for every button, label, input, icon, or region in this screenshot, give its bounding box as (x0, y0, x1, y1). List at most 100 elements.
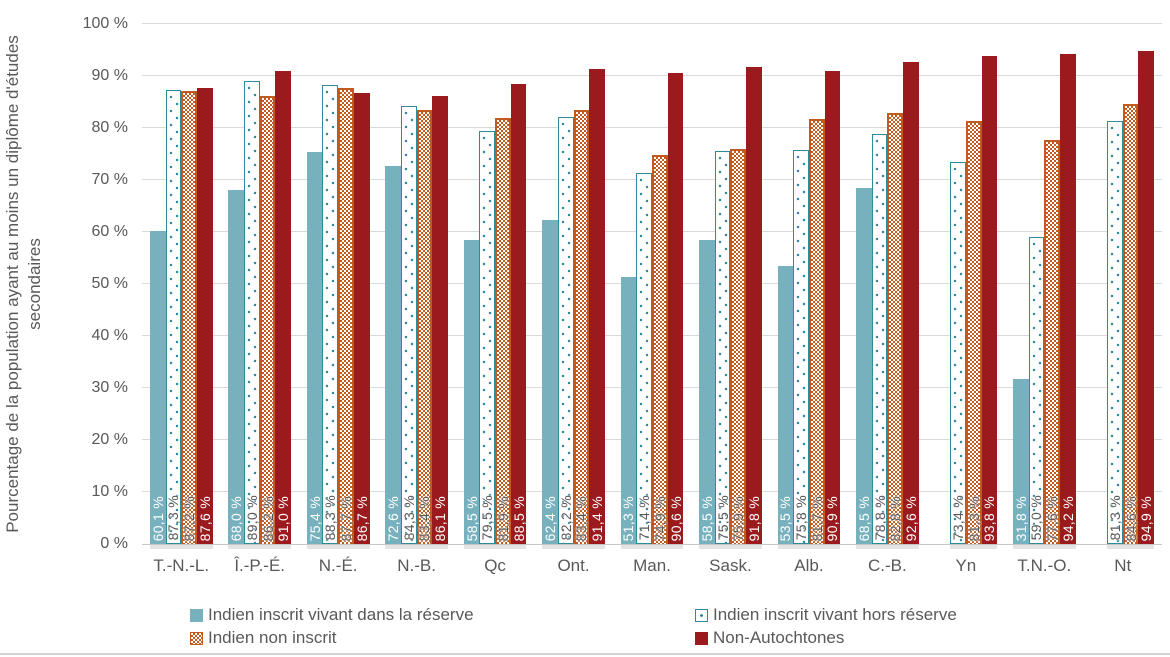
bar-value-label: 91,4 % (589, 495, 606, 541)
bar-value-label: 88,5 % (510, 495, 527, 541)
x-category-label-T.-N.-L.: T.-N.-L. (153, 556, 210, 575)
x-category-label-Yn: Yn (955, 556, 977, 575)
bar-C.-B.-series2: 78,8 % (872, 134, 888, 544)
bar-Î.-P.-É.-series2: 89,0 % (244, 81, 260, 544)
bar-value-label: 81,3 % (965, 495, 982, 541)
legend-swatch-off-reserve (695, 608, 708, 622)
bar-group-Ont.: 62,4 % 82,2 % 83,4 % 91,4 % (534, 24, 612, 549)
y-tick-label-90: 90 % (91, 67, 128, 84)
bar-C.-B.-series4: 92,6 % (903, 62, 919, 544)
y-tick-label-50: 50 % (91, 275, 128, 292)
bar-group-shadow (542, 545, 605, 549)
bar-value-label: 71,4 % (636, 494, 653, 540)
y-tick-label-10: 10 % (91, 483, 128, 500)
x-category-label-Ont.: Ont. (557, 556, 590, 575)
bar-Qc-series4: 88,5 % (510, 83, 527, 544)
bar-Ont.-series1: 62,4 % (542, 219, 558, 544)
bar-value-label: 81,9 % (494, 495, 511, 541)
bar-value-label: 84,6 % (1122, 495, 1139, 541)
bar-group-Nt: 81,3 % 84,6 % 94,9 % (1084, 24, 1162, 549)
legend-label-non-indigenous: Non-Autochtones (713, 628, 845, 647)
legend-swatch-on-reserve (190, 608, 203, 622)
bar-value-label: 72,6 % (385, 495, 402, 541)
bar-T.-N.-L.-series3: 87,2 % (181, 90, 197, 544)
bar-Nt-series3: 84,6 % (1123, 104, 1139, 544)
bar-value-label: 74,9 % (651, 495, 668, 541)
gridline-100 (142, 23, 1162, 24)
bar-Man.-series1: 51,3 % (620, 277, 636, 544)
bar-N.-É.-series1: 75,4 % (307, 151, 323, 544)
x-axis-category-labels: T.-N.-L. Î.-P.-É. N.-É. N.-B. Qc Ont. Man. Sask… (142, 553, 1162, 579)
bar-value-label: 58,5 % (698, 495, 715, 541)
x-category-label-Î.-P.-É.: Î.-P.-É. (234, 556, 286, 575)
legend-label-off-reserve: Indien inscrit vivant hors réserve (713, 605, 957, 624)
legend-item-off-reserve: Indien inscrit vivant hors réserve (695, 604, 957, 626)
bar-value-label: 92,6 % (902, 495, 919, 541)
bar-Qc-series2: 79,5 % (479, 130, 496, 544)
bar-value-label: 81,3 % (1106, 494, 1123, 540)
bar-T.N.-O.-series1: 31,8 % (1012, 378, 1029, 544)
x-category-label-T.N.-O.: T.N.-O. (1017, 556, 1072, 575)
x-category-label-C.-B.: C.-B. (868, 556, 907, 575)
bar-value-label: 90,6 % (667, 495, 684, 541)
bar-Man.-series3: 74,9 % (651, 154, 668, 544)
bar-Nt-series2: 81,3 % (1107, 121, 1123, 544)
bar-value-label: 84,3 % (400, 494, 417, 540)
bar-Alb.-series1: 53,5 % (777, 265, 794, 544)
bar-value-label: 90,9 % (824, 495, 841, 541)
gridline-90 (142, 75, 1162, 76)
y-axis-tick-labels: 0 % 10 % 20 % 30 % 40 % 50 % 60 % 70 % 80 % 90 % 1… (30, 15, 128, 552)
bar-group-shadow (228, 545, 292, 549)
bar-N.-É.-series3: 87,7 % (338, 87, 354, 544)
legend: Indien inscrit vivant dans la réserve In… (190, 604, 957, 649)
bar-N.-É.-series2: 88,3 % (322, 84, 339, 544)
bar-value-label: 87,6 % (196, 495, 213, 541)
bar-value-label: 91,8 % (745, 495, 762, 541)
bar-T.N.-O.-series4: 94,2 % (1060, 54, 1076, 544)
bar-T.-N.-L.-series2: 87,3 % (165, 90, 181, 544)
bar-N.-B.-series1: 72,6 % (385, 166, 401, 544)
bar-value-label: 78,8 % (871, 494, 888, 540)
legend-item-non-indigenous: Non-Autochtones (695, 627, 957, 649)
bar-Sask.-series3: 75,9 % (730, 149, 746, 544)
bar-value-label: 88,3 % (322, 494, 339, 540)
x-category-label-Man.: Man. (633, 556, 671, 575)
bar-group-shadow (777, 545, 841, 549)
bar-value-label: 68,5 % (855, 495, 872, 541)
bar-Ont.-series2: 82,2 % (557, 116, 574, 544)
bar-group-N.-B.: 72,6 % 84,3 % 83,4 % 86,1 % (377, 24, 455, 549)
bar-Man.-series4: 90,6 % (667, 72, 684, 544)
bar-value-label: 79,5 % (479, 494, 496, 540)
bar-value-label: 53,5 % (777, 495, 794, 541)
bar-group-shadow (855, 545, 919, 549)
bar-Sask.-series4: 91,8 % (745, 66, 762, 544)
legend-label-on-reserve: Indien inscrit vivant dans la réserve (208, 605, 474, 624)
bar-group-T.N.-O.: 31,8 % 59,0 % 77,6 % 94,2 % (1005, 24, 1083, 549)
y-tick-label-80: 80 % (91, 119, 128, 136)
bar-group-Sask.: 58,5 % 75,5 % 75,9 % 91,8 % (691, 24, 769, 549)
bar-value-label: 83,4 % (416, 495, 433, 541)
y-tick-label-20: 20 % (91, 431, 128, 448)
plot-area: 60,1 % 87,3 % 87,2 % 87,6 % 68,0 % 89,0 % 86,2… (142, 23, 1162, 549)
bar-group-Qc: 58,5 % 79,5 % 81,9 % 88,5 % (456, 24, 534, 549)
bar-group-Yn: 73,4 % 81,3 % 93,8 % (927, 24, 1005, 549)
bar-value-label: 94,9 % (1138, 495, 1155, 541)
bar-T.N.-O.-series2: 59,0 % (1028, 237, 1044, 544)
bar-group-shadow (306, 545, 370, 549)
legend-label-non-status: Indien non inscrit (208, 628, 337, 647)
bar-group-shadow (385, 545, 448, 549)
bar-value-label: 31,8 % (1012, 495, 1029, 541)
bar-value-label: 86,7 % (353, 495, 370, 541)
y-tick-label-70: 70 % (91, 171, 128, 188)
bar-group-shadow (950, 545, 998, 549)
bar-value-label: 82,2 % (557, 494, 574, 540)
legend-swatch-non-status (190, 631, 203, 645)
bar-Yn-series4: 93,8 % (981, 56, 997, 544)
bar-value-label: 75,9 % (730, 495, 747, 541)
bar-Sask.-series1: 58,5 % (698, 239, 715, 544)
y-tick-label-30: 30 % (91, 379, 128, 396)
bar-group-Alb.: 53,5 % 75,8 % 81,7 % 90,9 % (770, 24, 848, 549)
x-category-label-Alb.: Alb. (794, 556, 824, 575)
bar-T.-N.-L.-series4: 87,6 % (197, 88, 213, 544)
